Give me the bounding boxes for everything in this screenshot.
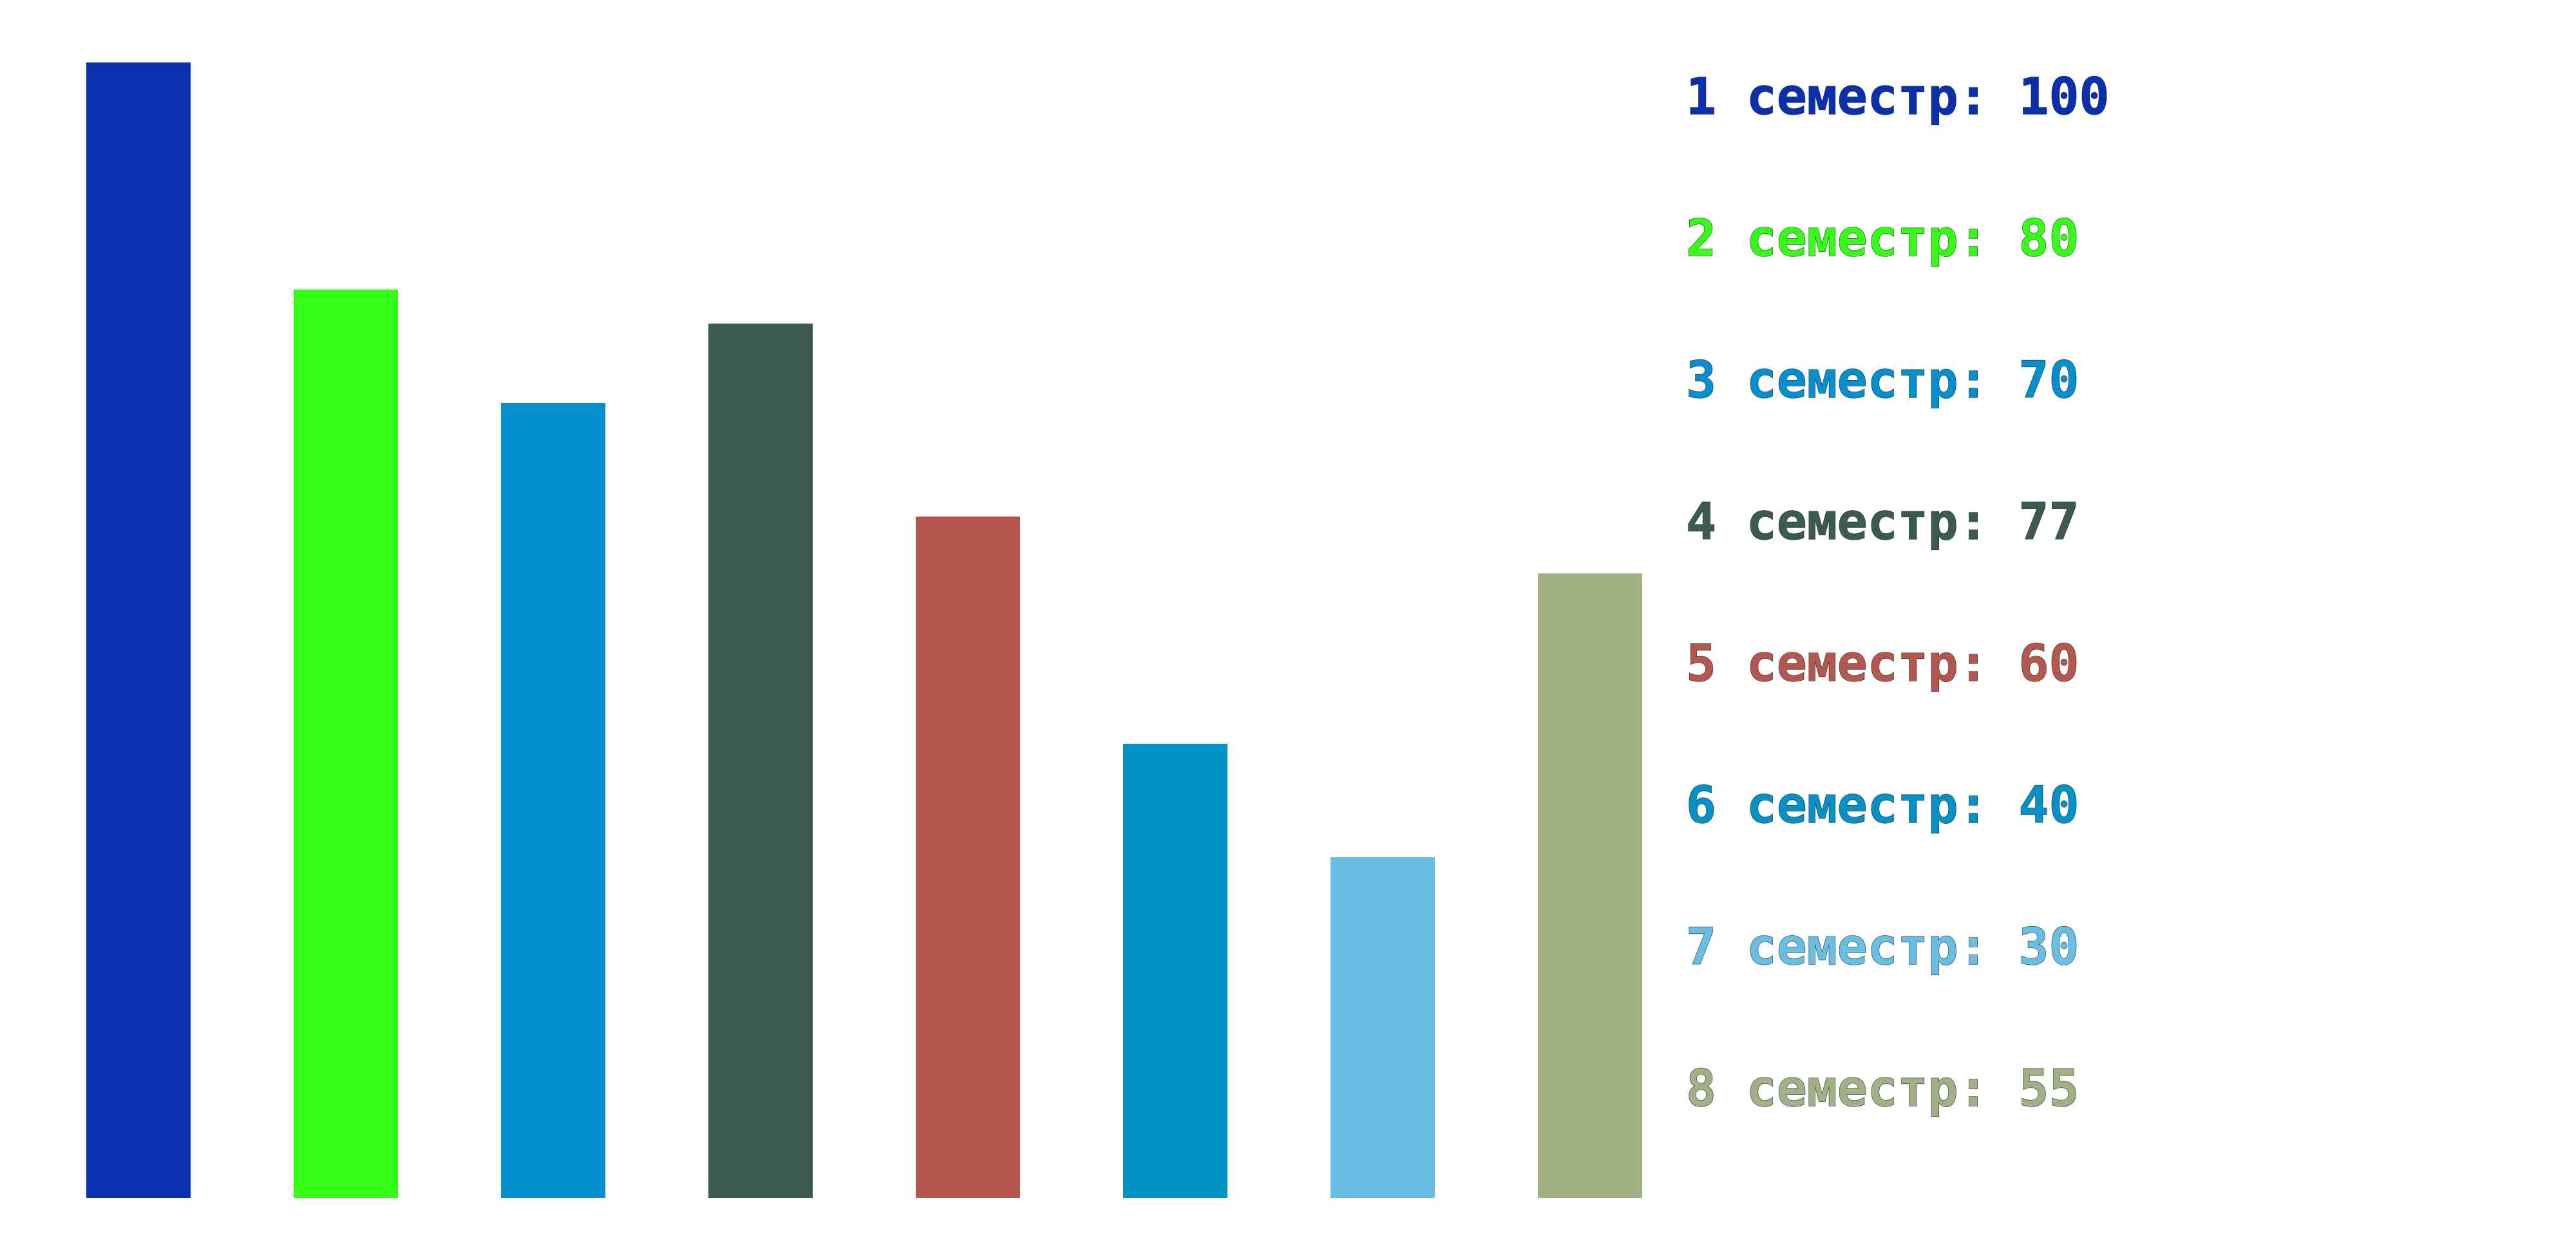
legend: 1 семестр: 100 2 семестр: 80 3 семестр: 70… — [1685, 68, 2110, 1118]
bar-6 — [1123, 743, 1227, 1198]
bar-2 — [294, 289, 398, 1199]
bar-5 — [916, 517, 1020, 1199]
bar-3 — [501, 403, 605, 1198]
bar-7 — [1331, 857, 1435, 1198]
legend-item-1: 1 семестр: 100 — [1686, 68, 2109, 126]
legend-item-8: 8 семестр: 55 — [1686, 1060, 2079, 1118]
bar-4 — [708, 323, 813, 1198]
legend-item-4: 4 семестр: 77 — [1686, 493, 2079, 551]
bars-group — [86, 62, 1642, 1199]
legend-item-3: 3 семестр: 70 — [1686, 352, 2079, 410]
legend-item-2: 2 семестр: 80 — [1686, 210, 2079, 268]
legend-item-6: 6 семестр: 40 — [1686, 777, 2079, 835]
bar-1 — [86, 62, 191, 1198]
bar-8 — [1538, 573, 1642, 1198]
legend-item-7: 7 семестр: 30 — [1686, 918, 2079, 976]
legend-item-5: 5 семестр: 60 — [1686, 635, 2079, 693]
